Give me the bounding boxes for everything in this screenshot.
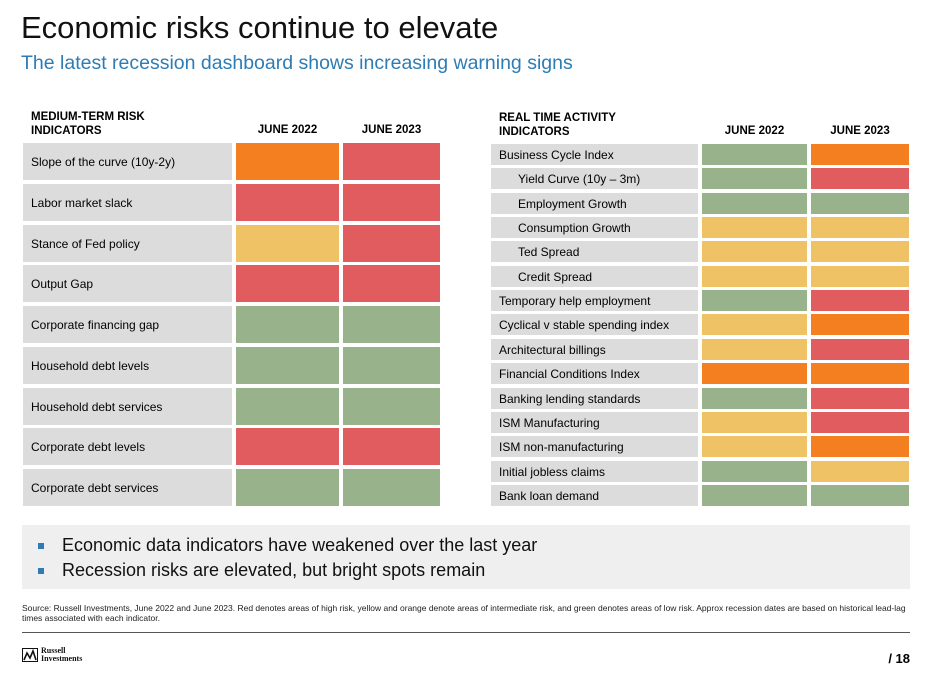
medium-term-cell-june-2022 <box>236 184 339 221</box>
medium-term-cell-june-2022 <box>236 265 339 302</box>
medium-term-row-label: Corporate debt services <box>23 469 232 506</box>
real-time-cell-june-2022 <box>702 144 807 165</box>
real-time-cell-june-2023 <box>811 290 909 311</box>
medium-term-row-label: Corporate financing gap <box>23 306 232 343</box>
medium-term-row-label: Household debt levels <box>23 347 232 384</box>
real-time-cell-june-2023 <box>811 314 909 335</box>
summary-bullet: Recession risks are elevated, but bright… <box>38 558 910 583</box>
logo-text-line1: Russell <box>41 646 66 655</box>
real-time-cell-june-2023 <box>811 412 909 433</box>
medium-term-col-june-2022: JUNE 2022 <box>257 124 318 136</box>
real-time-cell-june-2022 <box>702 485 807 506</box>
real-time-cell-june-2022 <box>702 217 807 238</box>
real-time-row-label: Cyclical v stable spending index <box>491 314 698 335</box>
real-time-cell-june-2023 <box>811 461 909 482</box>
medium-term-row-label: Household debt services <box>23 388 232 425</box>
medium-term-cell-june-2022 <box>236 143 339 180</box>
medium-term-row-label: Stance of Fed policy <box>23 225 232 262</box>
real-time-cell-june-2023 <box>811 388 909 409</box>
real-time-row-label: Bank loan demand <box>491 485 698 506</box>
medium-term-row-label: Slope of the curve (10y-2y) <box>23 143 232 180</box>
real-time-row-label: Yield Curve (10y – 3m) <box>491 168 698 189</box>
medium-term-col-june-2023: JUNE 2023 <box>361 124 422 136</box>
real-time-cell-june-2023 <box>811 217 909 238</box>
real-time-heading: REAL TIME ACTIVITY INDICATORS <box>499 112 616 138</box>
medium-term-cell-june-2023 <box>343 143 440 180</box>
real-time-row-label: Business Cycle Index <box>491 144 698 165</box>
source-note: Source: Russell Investments, June 2022 a… <box>22 603 906 623</box>
real-time-row-label: Architectural billings <box>491 339 698 360</box>
real-time-cell-june-2022 <box>702 241 807 262</box>
summary-bullet-text: Economic data indicators have weakened o… <box>62 535 538 555</box>
real-time-cell-june-2022 <box>702 388 807 409</box>
russell-investments-logo: Russell Investments <box>22 647 82 663</box>
real-time-cell-june-2023 <box>811 266 909 287</box>
real-time-col-june-2022: JUNE 2022 <box>724 125 785 137</box>
medium-term-cell-june-2022 <box>236 306 339 343</box>
real-time-cell-june-2022 <box>702 436 807 457</box>
page-subtitle: The latest recession dashboard shows inc… <box>21 52 573 74</box>
medium-term-cell-june-2023 <box>343 265 440 302</box>
real-time-row-label: Temporary help employment <box>491 290 698 311</box>
summary-bullet-text: Recession risks are elevated, but bright… <box>62 560 486 580</box>
real-time-cell-june-2023 <box>811 193 909 214</box>
real-time-cell-june-2023 <box>811 241 909 262</box>
medium-term-cell-june-2022 <box>236 469 339 506</box>
medium-term-cell-june-2023 <box>343 225 440 262</box>
medium-term-cell-june-2022 <box>236 388 339 425</box>
medium-term-cell-june-2022 <box>236 428 339 465</box>
page-number: / 18 <box>888 651 910 666</box>
medium-term-row-label: Labor market slack <box>23 184 232 221</box>
real-time-cell-june-2023 <box>811 485 909 506</box>
logo-mark-icon <box>22 648 38 662</box>
real-time-row-label: Ted Spread <box>491 241 698 262</box>
real-time-row-label: ISM non-manufacturing <box>491 436 698 457</box>
real-time-cell-june-2022 <box>702 412 807 433</box>
medium-term-cell-june-2023 <box>343 306 440 343</box>
real-time-cell-june-2022 <box>702 461 807 482</box>
real-time-row-label: Financial Conditions Index <box>491 363 698 384</box>
real-time-cell-june-2022 <box>702 339 807 360</box>
real-time-row-label: ISM Manufacturing <box>491 412 698 433</box>
real-time-row-label: Employment Growth <box>491 193 698 214</box>
real-time-cell-june-2023 <box>811 144 909 165</box>
real-time-row-label: Banking lending standards <box>491 388 698 409</box>
bullet-square-icon <box>38 542 44 549</box>
medium-term-cell-june-2023 <box>343 388 440 425</box>
medium-term-row-label: Output Gap <box>23 265 232 302</box>
summary-box: Economic data indicators have weakened o… <box>22 525 910 589</box>
real-time-cell-june-2022 <box>702 168 807 189</box>
real-time-cell-june-2022 <box>702 266 807 287</box>
real-time-col-june-2023: JUNE 2023 <box>830 125 890 137</box>
medium-term-cell-june-2023 <box>343 469 440 506</box>
medium-term-cell-june-2023 <box>343 184 440 221</box>
real-time-cell-june-2023 <box>811 363 909 384</box>
real-time-cell-june-2023 <box>811 339 909 360</box>
logo-text-line2: Investments <box>41 654 83 663</box>
real-time-cell-june-2022 <box>702 290 807 311</box>
medium-term-cell-june-2023 <box>343 347 440 384</box>
real-time-row-label: Credit Spread <box>491 266 698 287</box>
medium-term-cell-june-2022 <box>236 347 339 384</box>
real-time-cell-june-2023 <box>811 168 909 189</box>
real-time-cell-june-2023 <box>811 436 909 457</box>
bullet-square-icon <box>38 567 44 574</box>
medium-term-heading: MEDIUM-TERM RISK INDICATORS <box>31 111 145 137</box>
medium-term-cell-june-2023 <box>343 428 440 465</box>
real-time-row-label: Initial jobless claims <box>491 461 698 482</box>
page-title: Economic risks continue to elevate <box>21 10 499 45</box>
footer-divider <box>22 632 910 633</box>
medium-term-row-label: Corporate debt levels <box>23 428 232 465</box>
medium-term-cell-june-2022 <box>236 225 339 262</box>
real-time-cell-june-2022 <box>702 363 807 384</box>
real-time-cell-june-2022 <box>702 314 807 335</box>
real-time-row-label: Consumption Growth <box>491 217 698 238</box>
real-time-cell-june-2022 <box>702 193 807 214</box>
summary-bullet: Economic data indicators have weakened o… <box>38 533 910 558</box>
